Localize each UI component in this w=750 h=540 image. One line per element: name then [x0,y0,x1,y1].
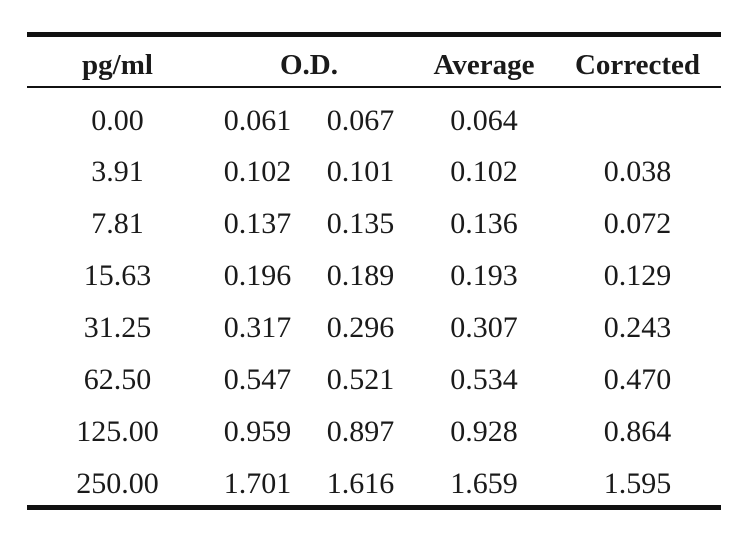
table-bottom-rule [27,505,721,510]
cell-od-2: 1.616 [326,467,395,500]
cell-od-1: 0.102 [223,155,292,188]
cell-average: 0.193 [450,259,518,292]
cell-pg-ml: 250.00 [76,467,159,500]
cell-corrected [560,101,715,141]
header-average: Average [433,49,535,81]
header-concentration: pg/ml [82,49,153,81]
cell-od-2: 0.135 [326,207,395,240]
cell-od-2: 0.296 [326,311,395,344]
cell-od-2: 0.521 [326,363,395,396]
cell-od-1: 0.317 [223,311,292,344]
cell-corrected: 0.243 [603,311,672,344]
cell-average: 0.136 [450,207,518,240]
cell-corrected: 0.470 [603,363,672,396]
cell-average: 0.102 [450,155,518,188]
cell-od-2: 0.067 [326,104,395,137]
cell-pg-ml: 3.91 [91,155,144,188]
cell-corrected: 0.072 [603,207,672,240]
cell-average: 1.659 [450,467,518,500]
cell-od-1: 1.701 [223,467,292,500]
cell-pg-ml: 0.00 [91,104,144,137]
cell-od-1: 0.196 [223,259,292,292]
header-od: O.D. [280,49,338,81]
cell-od-1: 0.137 [223,207,292,240]
cell-pg-ml: 31.25 [83,311,152,344]
cell-od-2: 0.897 [326,415,395,448]
table-header-rule [27,86,721,88]
cell-pg-ml: 125.00 [76,415,159,448]
table-top-rule [27,32,721,37]
cell-od-2: 0.189 [326,259,395,292]
cell-corrected: 0.864 [603,415,672,448]
cell-average: 0.064 [450,104,518,137]
cell-average: 0.534 [450,363,518,396]
cell-pg-ml: 62.50 [83,363,152,396]
cell-od-2: 0.101 [326,155,395,188]
cell-average: 0.928 [450,415,518,448]
cell-pg-ml: 7.81 [91,207,144,240]
cell-od-1: 0.959 [223,415,292,448]
cell-corrected: 1.595 [603,467,672,500]
cell-pg-ml: 15.63 [83,259,152,292]
header-corrected: Corrected [574,49,701,81]
cell-od-1: 0.547 [223,363,292,396]
cell-average: 0.307 [450,311,518,344]
cell-corrected: 0.038 [603,155,672,188]
cell-od-1: 0.061 [223,104,292,137]
cell-corrected: 0.129 [603,259,672,292]
